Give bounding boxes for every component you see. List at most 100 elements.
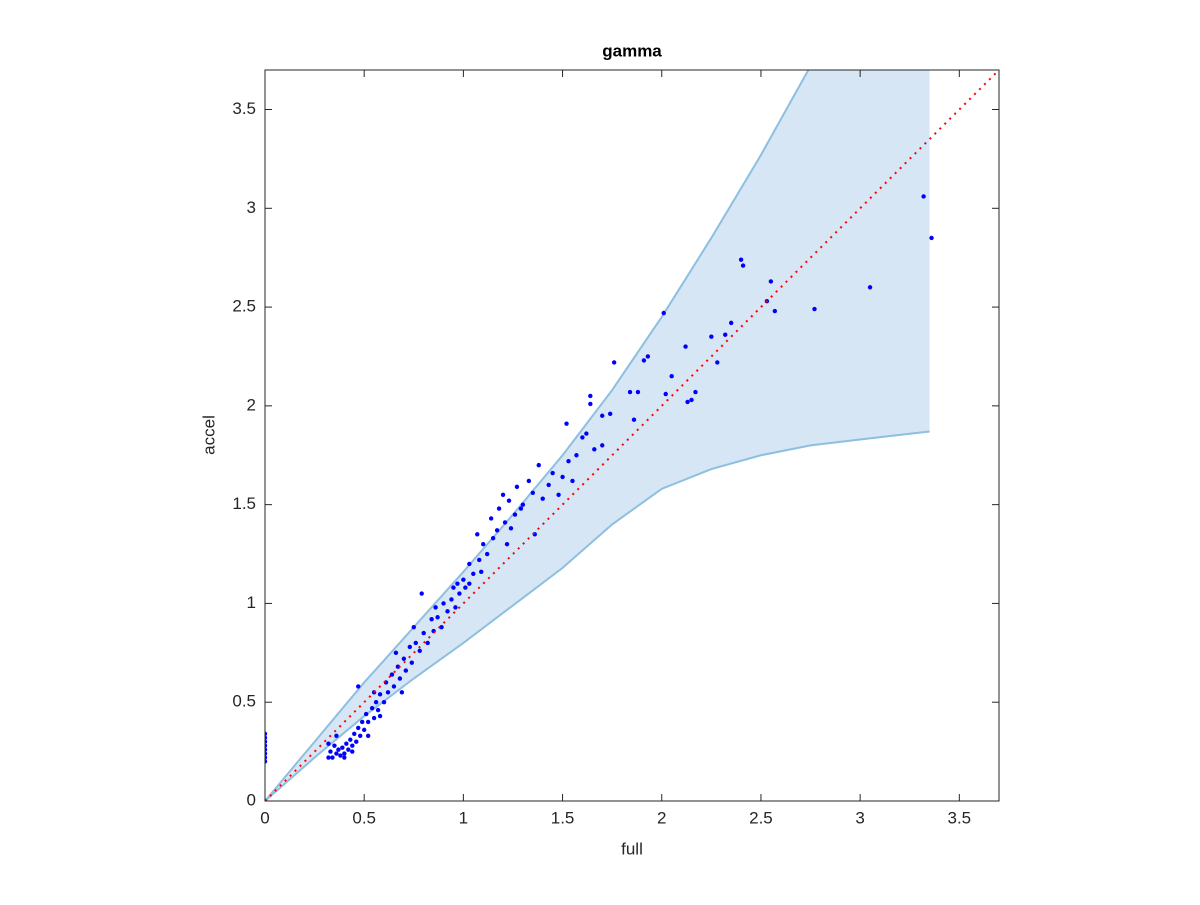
data-point xyxy=(738,257,744,262)
data-point xyxy=(504,541,510,547)
data-point xyxy=(411,624,416,630)
y-tick-label: 2.5 xyxy=(232,297,256,316)
data-point xyxy=(375,707,381,713)
x-tick-label: 1.5 xyxy=(551,808,575,827)
data-point xyxy=(514,484,520,490)
data-point xyxy=(635,389,641,395)
data-point xyxy=(490,536,496,541)
data-point xyxy=(526,478,532,484)
data-point xyxy=(768,279,774,284)
data-point xyxy=(373,700,379,705)
data-point xyxy=(500,492,506,497)
data-point xyxy=(580,435,585,440)
data-point xyxy=(463,585,468,590)
data-point xyxy=(457,591,462,596)
data-point xyxy=(451,585,456,590)
data-point xyxy=(348,737,353,742)
data-point xyxy=(611,360,617,365)
axes-layer: 0 0.5 1 1.5 2 2.5 3 3.5 0 0.5 1 1.5 2 2.5 3 3.5 xyxy=(232,69,1000,827)
x-tick-label: 3.5 xyxy=(948,808,972,827)
data-point xyxy=(340,745,345,750)
data-point xyxy=(479,569,484,575)
data-point xyxy=(445,609,450,614)
x-axis-label: full xyxy=(621,839,643,858)
data-point xyxy=(265,759,268,764)
data-point xyxy=(536,462,541,468)
data-point xyxy=(467,581,472,586)
data-point xyxy=(265,731,268,737)
y-tick-label: 3.5 xyxy=(232,99,256,118)
data-point xyxy=(435,615,440,620)
data-point xyxy=(391,684,397,689)
data-point xyxy=(867,285,873,290)
data-point xyxy=(506,498,512,503)
chart-title: gamma xyxy=(602,41,662,60)
data-point xyxy=(627,389,633,395)
data-point xyxy=(530,490,536,495)
data-point xyxy=(433,605,438,610)
axes-box xyxy=(264,69,1000,802)
x-tick-label: 1 xyxy=(459,808,468,827)
data-point xyxy=(600,443,605,448)
data-point xyxy=(728,320,734,326)
y-axis-label: accel xyxy=(199,415,218,455)
data-point xyxy=(566,458,571,464)
data-point xyxy=(389,672,395,677)
data-point xyxy=(461,577,466,582)
data-point xyxy=(508,526,514,531)
data-point xyxy=(584,431,589,436)
data-point xyxy=(546,482,551,488)
data-point xyxy=(709,334,714,339)
data-point xyxy=(397,676,403,681)
data-point xyxy=(344,741,349,746)
data-point xyxy=(550,470,555,476)
data-point xyxy=(356,684,361,689)
data-point xyxy=(421,630,426,636)
data-point xyxy=(363,711,369,717)
data-point xyxy=(371,715,377,721)
data-point xyxy=(689,397,694,403)
data-point xyxy=(929,235,934,241)
data-point xyxy=(399,690,405,695)
data-point xyxy=(358,733,363,739)
data-point xyxy=(346,747,351,752)
y-tick-label: 3 xyxy=(247,198,256,217)
data-point xyxy=(338,753,343,758)
data-point xyxy=(417,648,422,654)
x-tick-label: 2 xyxy=(657,808,666,827)
data-point xyxy=(265,747,268,752)
data-point xyxy=(723,332,728,337)
data-point xyxy=(439,624,444,630)
data-point xyxy=(685,399,690,405)
data-point xyxy=(401,656,407,661)
x-tick-label: 3 xyxy=(855,808,864,827)
data-point xyxy=(326,755,331,760)
data-point xyxy=(352,731,357,737)
data-point xyxy=(740,263,746,268)
data-point xyxy=(453,605,458,610)
data-point xyxy=(409,660,414,665)
data-point xyxy=(663,391,668,397)
data-point xyxy=(641,358,647,363)
data-point xyxy=(393,650,399,656)
data-point xyxy=(326,741,331,746)
data-point xyxy=(265,735,268,740)
data-point xyxy=(354,739,359,744)
data-point xyxy=(407,644,413,650)
data-point xyxy=(377,713,383,719)
data-point xyxy=(772,308,778,314)
data-point xyxy=(336,747,341,752)
data-point xyxy=(356,725,361,731)
data-point xyxy=(328,749,333,754)
data-point xyxy=(645,354,651,359)
data-point xyxy=(413,640,418,646)
data-point xyxy=(365,733,371,739)
data-point xyxy=(441,601,446,606)
data-point xyxy=(600,413,605,418)
data-point xyxy=(265,739,268,744)
x-tick-label: 2.5 xyxy=(749,808,773,827)
data-point xyxy=(377,692,383,697)
data-point xyxy=(385,690,391,695)
data-point xyxy=(360,719,365,725)
